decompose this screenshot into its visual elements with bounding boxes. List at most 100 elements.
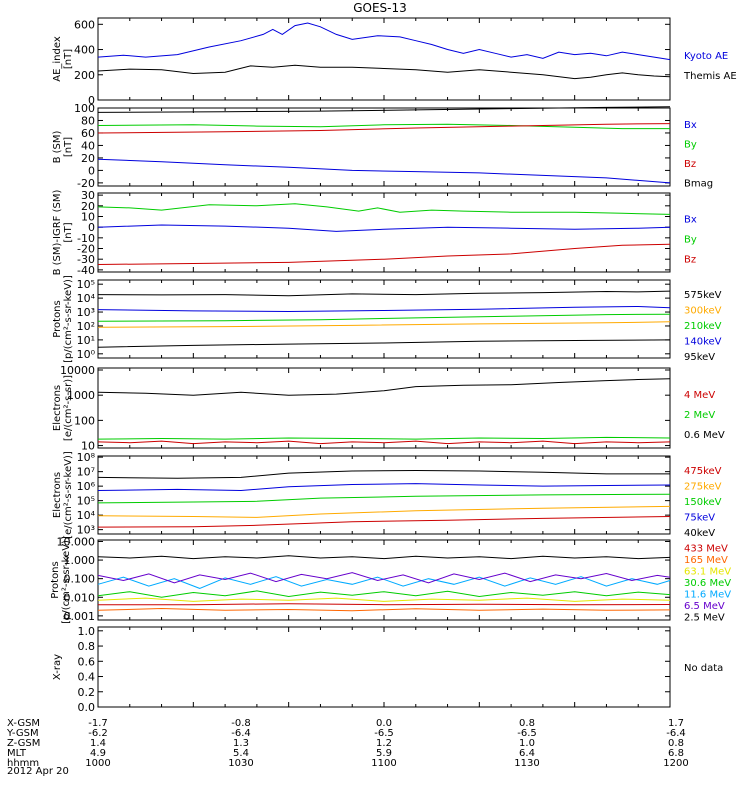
y-tick-label: 0 <box>88 94 95 107</box>
series-line-165-mev <box>97 607 671 612</box>
y-axis-label-line: [p/(cm²-s-sr-keV)] <box>63 275 74 363</box>
series-line-150kev <box>97 493 671 504</box>
legend-label: 95keV <box>684 352 715 363</box>
y-tick-label: 10⁰ <box>77 348 96 361</box>
y-tick-label: 30 <box>81 189 95 202</box>
footer-row-label: X-GSM <box>7 718 40 729</box>
legend-label: Bx <box>684 215 697 226</box>
y-tick-label: 10² <box>77 320 95 333</box>
legend-label: Bz <box>684 255 696 266</box>
y-tick-label: 10⁴ <box>77 509 96 522</box>
legend-label: 63.1 MeV <box>684 567 731 578</box>
y-axis-label: B (SM)[nT] <box>52 130 74 163</box>
y-axis-label-line: Protons <box>52 300 63 337</box>
footer-value: -6.4 <box>231 728 251 739</box>
legend-label: 475keV <box>684 466 722 477</box>
y-tick-label: 0.6 <box>78 655 96 668</box>
series-line-575kev <box>97 290 671 297</box>
y-tick-label: 10³ <box>77 524 95 537</box>
footer-value: -6.4 <box>666 728 686 739</box>
footer-value: 1.4 <box>90 738 106 749</box>
footer-value: 0.8 <box>668 738 684 749</box>
series-line-themis-ae <box>97 64 671 80</box>
series-line-63-1-mev <box>97 597 671 602</box>
y-axis-label-line: [p/(cm²-s-sr-keV)] <box>61 536 72 624</box>
footer-value: -0.8 <box>231 718 251 729</box>
y-axis-label-line: X-ray <box>52 654 63 680</box>
footer-value: 4.9 <box>90 748 106 759</box>
y-axis-label: X-ray <box>52 654 63 680</box>
footer-value: 1.2 <box>376 738 392 749</box>
y-tick-label: -10 <box>77 232 95 245</box>
series-line-0-6-mev <box>97 378 671 396</box>
panel-7: 0.0010.0100.1001.00010.000Protons[p/(cm²… <box>50 535 731 623</box>
series-line-by <box>97 123 670 130</box>
footer-value: 1000 <box>85 758 110 769</box>
footer-date: 2012 Apr 20 <box>7 766 69 777</box>
legend-label: 150keV <box>684 497 722 508</box>
series-line-275kev <box>97 505 671 518</box>
y-tick-label: 10⁶ <box>77 480 96 493</box>
panel-8: 0.0 0.2 0.4 0.6 0.8 1.0 X-ray No data <box>52 625 723 714</box>
footer-value: 5.9 <box>376 748 392 759</box>
series-line-by <box>97 203 671 215</box>
y-tick-label: 0 <box>88 164 95 177</box>
footer-value: 5.4 <box>233 748 249 759</box>
legend-label: 575keV <box>684 290 722 301</box>
y-tick-label: 20 <box>81 200 95 213</box>
series-line-bz <box>97 243 671 265</box>
series-line-bmag <box>97 106 671 113</box>
y-tick-label: 400 <box>74 44 95 57</box>
y-tick-label: 10 <box>81 210 95 223</box>
footer-value: 1200 <box>663 758 688 769</box>
y-tick-label: 10³ <box>77 306 95 319</box>
legend-label: 433 MeV <box>684 544 728 555</box>
y-axis-label-line: Electrons <box>52 472 63 518</box>
footer-row-label: MLT <box>7 748 27 759</box>
y-tick-label: 10000 <box>60 364 95 377</box>
legend-label: 2.5 MeV <box>684 612 725 623</box>
footer-value: 1130 <box>514 758 539 769</box>
series-line-bx <box>97 224 671 232</box>
y-tick-label: 0.4 <box>78 671 96 684</box>
legend-label: Bmag <box>684 178 713 189</box>
y-axis-label-line: [e/(cm²-s-sr)] <box>63 375 74 441</box>
footer-row-label: Z-GSM <box>7 738 40 749</box>
y-tick-label: 0.100 <box>64 573 96 586</box>
series-line-300kev <box>97 321 671 328</box>
panel-frame <box>97 17 671 101</box>
y-tick-label: 60 <box>81 127 95 140</box>
legend-label: 11.6 MeV <box>684 589 731 600</box>
series-line-30-6-mev <box>97 590 671 598</box>
y-tick-label: 1000 <box>67 389 95 402</box>
footer-value: 1.7 <box>668 718 684 729</box>
y-tick-label: 0.010 <box>64 591 96 604</box>
y-tick-label: -20 <box>77 177 95 190</box>
legend-label: Kyoto AE <box>684 51 728 62</box>
y-axis-label-line: Protons <box>50 561 61 598</box>
footer-value: -6.5 <box>517 728 537 739</box>
series-line-kyoto-ae <box>97 22 671 61</box>
legend-label: By <box>684 235 697 246</box>
legend-label: 275keV <box>684 481 722 492</box>
series-line-4-mev <box>97 440 671 445</box>
y-axis-label-line: Electrons <box>52 385 63 431</box>
y-axis-label-line: B (SM)-IGRF (SM) <box>52 190 63 276</box>
legend-label: 30.6 MeV <box>684 578 731 589</box>
y-tick-label: 10 <box>81 440 95 453</box>
footer-row-label: Y-GSM <box>6 728 39 739</box>
legend-label: 210keV <box>684 321 722 332</box>
y-tick-label: 10.000 <box>57 535 96 548</box>
footer-value: 1030 <box>228 758 253 769</box>
footer-value: 1.3 <box>233 738 249 749</box>
footer-ephemeris: X-GSM -1.7 -0.8 0.0 0.8 1.7 Y-GSM -6.2 -6.4 -6.5 -… <box>6 718 689 769</box>
series-line-bx <box>97 158 671 184</box>
panel-frame <box>97 107 671 187</box>
footer-value: -6.2 <box>88 728 108 739</box>
y-tick-label: 40 <box>81 139 95 152</box>
legend-label: 300keV <box>684 305 722 316</box>
y-tick-label: 10⁵ <box>77 495 95 508</box>
y-axis-label: Electrons[e/(cm²-s-sr)] <box>52 375 74 441</box>
